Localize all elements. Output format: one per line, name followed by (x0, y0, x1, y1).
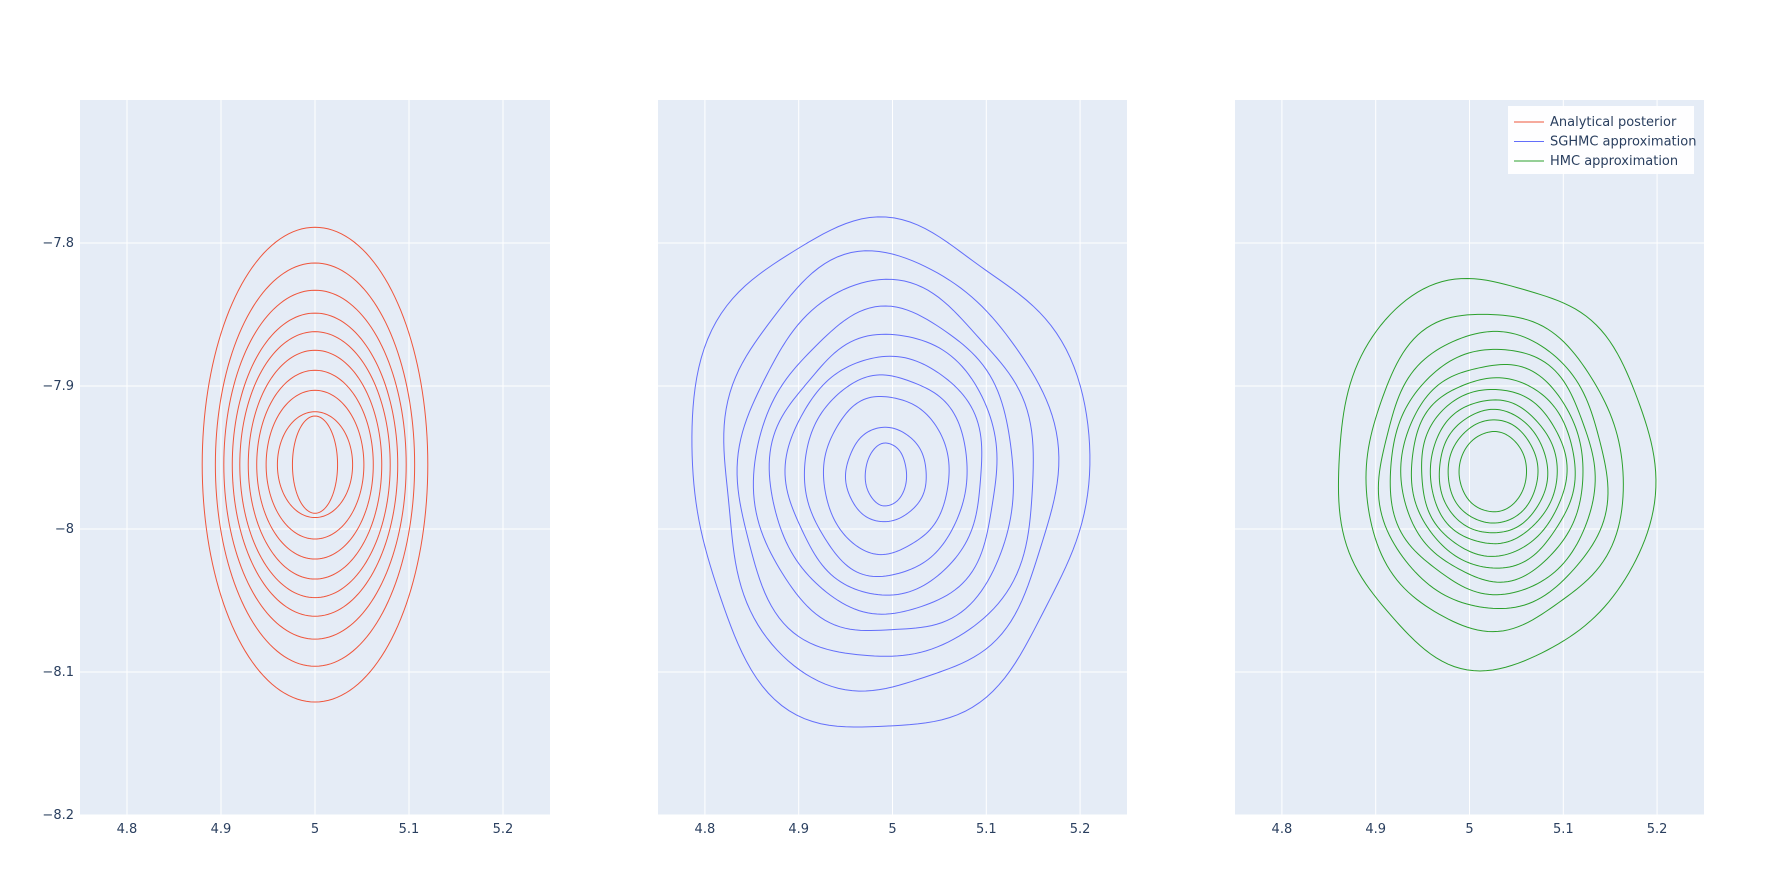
contour-line (1337, 277, 1657, 672)
x-tick-label: 5.2 (493, 822, 514, 837)
x-tick-label: 5 (888, 822, 896, 837)
x-tick-label: 4.9 (1365, 822, 1386, 837)
panel-2: 4.8 4.9 5 5.1 5.2 (658, 100, 1127, 837)
y-tick-label: −8.1 (42, 665, 74, 680)
contour-line (1421, 388, 1568, 557)
contour-line (201, 226, 429, 703)
contour-line (231, 312, 399, 617)
x-tick-label: 5.2 (1647, 822, 1668, 837)
contour-line (1400, 364, 1584, 583)
contour-line (864, 442, 908, 507)
contour-line (1429, 399, 1558, 545)
x-tick-label: 4.8 (1272, 822, 1293, 837)
x-tick-label: 5.2 (1070, 822, 1091, 837)
legend-label[interactable]: HMC approximation (1550, 154, 1678, 169)
contour-line (1447, 419, 1539, 524)
contour-line (844, 426, 927, 523)
contour-line (1458, 431, 1528, 513)
contour-line (1389, 348, 1596, 596)
contour-line (265, 389, 365, 540)
x-tick-label: 4.8 (695, 822, 716, 837)
y-tick-label: −7.8 (42, 236, 74, 251)
y-tick-label: −7.9 (42, 379, 74, 394)
contour-line (223, 289, 407, 640)
contour-line (822, 395, 950, 556)
x-tick-label: 5 (311, 822, 319, 837)
contour-line (276, 411, 354, 519)
contour-line (691, 216, 1091, 728)
y-tick-label: −8 (55, 522, 74, 537)
contour-line (1410, 377, 1576, 569)
contour-line (723, 250, 1060, 692)
contour-line (752, 305, 1014, 632)
contour-line (214, 262, 416, 667)
panel-1: 4.8 4.9 5 5.1 5.2 −7.8 −7.9 −8 −8.1 −8.2 (42, 100, 550, 837)
contour-line (239, 331, 391, 599)
x-tick-label: 4.9 (788, 822, 809, 837)
x-tick-label: 5.1 (399, 822, 420, 837)
contour-line (1438, 408, 1549, 534)
contour-line (803, 374, 968, 578)
contour-line (247, 349, 383, 580)
x-tick-label: 4.8 (117, 822, 138, 837)
legend-label[interactable]: Analytical posterior (1550, 115, 1677, 130)
panel-3: 4.8 4.9 5 5.1 5.2 (1235, 100, 1704, 837)
x-tick-label: 5 (1465, 822, 1473, 837)
contour-line (1365, 313, 1624, 633)
legend-background (1508, 106, 1694, 174)
x-tick-label: 4.9 (211, 822, 232, 837)
contour-line (256, 369, 374, 560)
contour-line (736, 278, 1034, 657)
contour-line (1377, 330, 1609, 610)
legend-label[interactable]: SGHMC approximation (1550, 135, 1696, 150)
legend[interactable]: Analytical posterior SGHMC approximation H… (1508, 106, 1696, 174)
contour-line (768, 333, 998, 615)
contour-line (291, 415, 339, 514)
x-tick-label: 5.1 (976, 822, 997, 837)
y-tick-label: −8.2 (42, 808, 74, 823)
contour-line (784, 355, 983, 596)
x-tick-label: 5.1 (1553, 822, 1574, 837)
